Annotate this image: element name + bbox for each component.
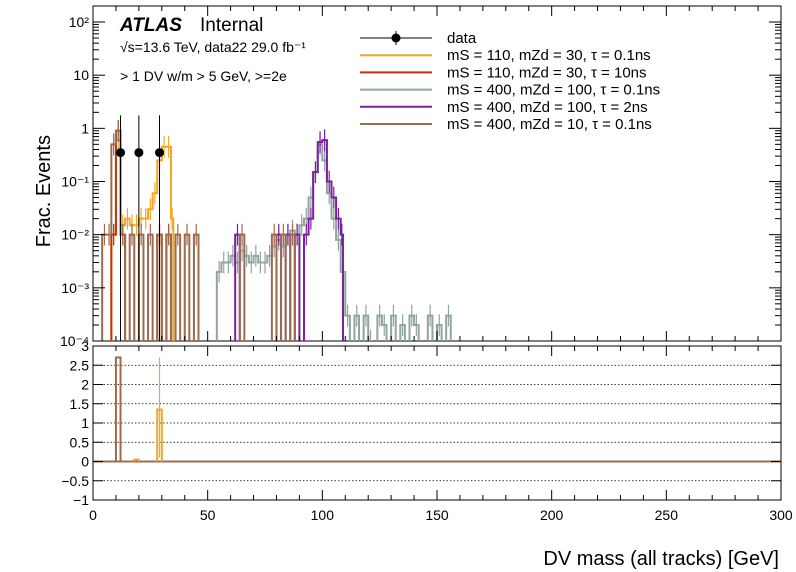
legend-entry: mS = 400, mZd = 100, τ = 0.1ns (360, 82, 660, 99)
y-tick-label: 10⁻² (61, 227, 89, 243)
legend-marker (391, 33, 401, 43)
energy-lumi-text: √s=13.6 TeV, data22 29.0 fb⁻¹ (120, 39, 306, 55)
histogram-line (215, 143, 452, 341)
legend-label: mS = 110, mZd = 30, τ = 0.1ns (447, 47, 651, 64)
y-tick-label: 1 (81, 415, 89, 431)
series-2 (215, 133, 452, 341)
data-point (116, 148, 126, 158)
y-tick-label: 10 (73, 67, 89, 83)
y-tick-label: 0 (81, 454, 89, 470)
legend-label: mS = 400, mZd = 10, τ = 0.1ns (447, 116, 652, 133)
histogram-line (101, 129, 296, 341)
y-tick-label: 10⁻³ (61, 280, 89, 296)
y-tick-label: 2.5 (70, 357, 90, 373)
legend-entry: mS = 110, mZd = 30, τ = 0.1ns (360, 47, 651, 64)
x-axis-label: DV mass (all tracks) [GeV] (543, 548, 779, 570)
ratio-bar (114, 356, 122, 462)
y-tick-label: −1 (73, 492, 89, 508)
legend-entry: data (360, 30, 477, 47)
selection-text: > 1 DV w/m > 5 GeV, >=2e (120, 68, 287, 84)
legend-label: mS = 110, mZd = 30, τ = 10ns (447, 64, 647, 81)
y-tick-label: 3 (81, 338, 89, 354)
ratio-series-0 (133, 357, 163, 462)
data-point (134, 148, 144, 158)
data-point (155, 148, 165, 158)
y-tick-label: 2 (81, 377, 89, 393)
x-tick-label: 200 (540, 507, 564, 523)
legend-entry: mS = 400, mZd = 10, τ = 0.1ns (360, 116, 652, 133)
legend-label: data (447, 30, 477, 47)
legend-entry: mS = 110, mZd = 30, τ = 10ns (360, 64, 647, 81)
x-tick-label: 250 (655, 507, 679, 523)
x-tick-label: 300 (769, 507, 793, 523)
y-tick-label: 10² (69, 14, 90, 30)
y-tick-label: 1.5 (70, 396, 90, 412)
series-3 (234, 129, 344, 341)
series-4 (101, 119, 296, 341)
ratio-series-1 (114, 356, 122, 462)
legend-label: mS = 400, mZd = 100, τ = 2ns (447, 99, 648, 116)
y-tick-label: −0.5 (61, 473, 89, 489)
legend-entry: mS = 400, mZd = 100, τ = 2ns (360, 99, 648, 116)
y-tick-label: 10⁻¹ (61, 174, 89, 190)
ratio-bar (133, 458, 140, 462)
x-tick-label: 50 (200, 507, 216, 523)
y-axis-label: Frac. Events (33, 135, 55, 247)
histogram-line (234, 139, 344, 341)
y-tick-label: 0.5 (70, 434, 90, 450)
main-plot-frame (92, 5, 782, 342)
y-tick-label: 10⁻⁴ (60, 333, 89, 349)
y-tick-label: 1 (81, 120, 89, 136)
atlas-logo-text: ATLAS (119, 15, 182, 36)
x-tick-label: 0 (89, 507, 97, 523)
atlas-status-text: Internal (200, 15, 263, 36)
legend-label: mS = 400, mZd = 100, τ = 0.1ns (447, 82, 660, 99)
x-tick-label: 150 (425, 507, 449, 523)
x-tick-label: 100 (311, 507, 335, 523)
